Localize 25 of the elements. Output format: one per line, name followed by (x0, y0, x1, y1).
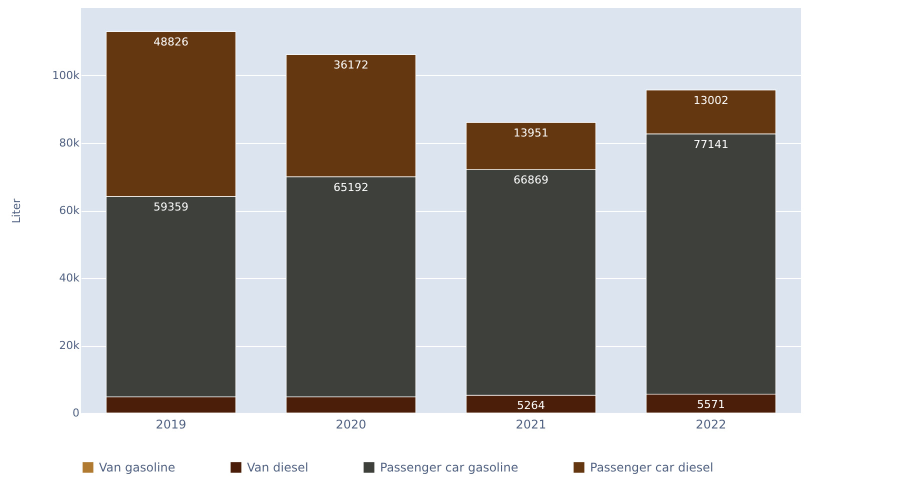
data-label: 13951 (514, 126, 548, 140)
data-label: 59359 (154, 200, 188, 214)
data-label: 36172 (334, 58, 368, 72)
data-label: 65192 (334, 180, 368, 194)
y-tick-label: 100k (52, 69, 80, 82)
y-tick-label: 20k (59, 339, 80, 352)
data-label: 5571 (697, 398, 725, 412)
data-label: 5264 (517, 399, 545, 412)
y-tick-label: 60k (59, 204, 80, 217)
x-tick-label: 2020 (336, 418, 366, 432)
y-tick-label: 40k (59, 272, 80, 284)
x-tick-label: 2021 (516, 418, 546, 432)
x-tick-label: 2019 (156, 418, 186, 432)
data-label: 13002 (694, 94, 728, 107)
data-label: 66869 (514, 174, 548, 187)
legend-label: Passenger car gasoline (380, 460, 518, 474)
data-label: 77141 (694, 138, 728, 151)
y-axis-title: Liter (10, 198, 24, 224)
x-tick-label: 2022 (696, 418, 726, 432)
legend-label: Van diesel (247, 460, 308, 474)
y-tick-label: 80k (59, 136, 80, 150)
legend-label: Passenger car diesel (590, 460, 714, 474)
data-label: 48826 (154, 36, 188, 49)
legend-label: Van gasoline (99, 460, 176, 474)
y-tick-label: 0 (72, 406, 80, 420)
